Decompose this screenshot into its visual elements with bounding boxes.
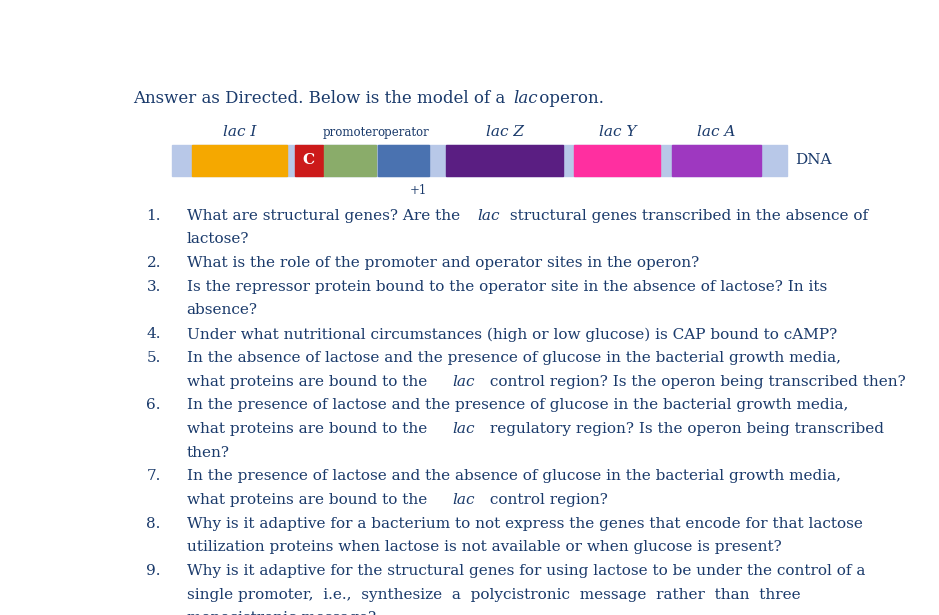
Bar [377,145,429,176]
Text: single promoter,  i.e.,  synthesize  a  polycistronic  message  rather  than  th: single promoter, i.e., synthesize a poly… [187,587,800,601]
Text: 8.: 8. [146,517,161,531]
Text: Why is it adaptive for a bacterium to not express the genes that encode for that: Why is it adaptive for a bacterium to no… [187,517,862,531]
Bar [575,145,660,176]
Text: C: C [302,153,315,167]
Text: control region? Is the operon being transcribed then?: control region? Is the operon being tran… [485,375,906,389]
Text: structural genes transcribed in the absence of: structural genes transcribed in the abse… [505,208,868,223]
Bar [324,145,377,176]
Text: Under what nutritional circumstances (high or low glucose) is CAP bound to cAMP?: Under what nutritional circumstances (hi… [187,327,837,341]
Text: lac Z: lac Z [485,125,524,139]
Text: monocistronic message?: monocistronic message? [187,611,376,615]
Bar [295,145,323,176]
Bar [672,145,761,176]
Text: lac: lac [452,375,474,389]
Text: 6.: 6. [146,398,161,412]
Text: lac: lac [477,208,500,223]
Text: 5.: 5. [146,351,161,365]
Text: regulatory region? Is the operon being transcribed: regulatory region? Is the operon being t… [485,422,884,436]
Text: lac I: lac I [223,125,256,139]
Text: lac: lac [514,90,538,108]
Text: Answer as Directed. Below is the model of a: Answer as Directed. Below is the model o… [133,90,511,108]
Text: 4.: 4. [146,327,161,341]
Text: operon.: operon. [534,90,604,108]
Text: Why is it adaptive for the structural genes for using lactose to be under the co: Why is it adaptive for the structural ge… [187,564,865,578]
Text: control region?: control region? [485,493,608,507]
Text: 3.: 3. [146,280,161,294]
Text: lac: lac [452,422,474,436]
Text: what proteins are bound to the: what proteins are bound to the [187,493,432,507]
Text: What are structural genes? Are the: What are structural genes? Are the [187,208,465,223]
Text: 7.: 7. [146,469,161,483]
Text: +1: +1 [409,184,426,197]
Text: In the absence of lactose and the presence of glucose in the bacterial growth me: In the absence of lactose and the presen… [187,351,840,365]
Text: what proteins are bound to the: what proteins are bound to the [187,422,432,436]
Text: operator: operator [377,126,429,139]
Text: DNA: DNA [795,153,832,167]
Bar [172,145,787,176]
Text: 2.: 2. [146,256,161,270]
Text: utilization proteins when lactose is not available or when glucose is present?: utilization proteins when lactose is not… [187,540,781,554]
Bar [446,145,562,176]
Text: In the presence of lactose and the presence of glucose in the bacterial growth m: In the presence of lactose and the prese… [187,398,848,412]
Text: In the presence of lactose and the absence of glucose in the bacterial growth me: In the presence of lactose and the absen… [187,469,840,483]
Text: lactose?: lactose? [187,232,249,247]
Text: 1.: 1. [146,208,161,223]
Text: absence?: absence? [187,303,257,317]
Text: lac: lac [452,493,474,507]
Text: what proteins are bound to the: what proteins are bound to the [187,375,432,389]
Text: promoter: promoter [322,126,378,139]
Text: lac A: lac A [697,125,735,139]
Text: then?: then? [187,445,229,459]
Text: Is the repressor protein bound to the operator site in the absence of lactose? I: Is the repressor protein bound to the op… [187,280,826,294]
Text: 9.: 9. [146,564,161,578]
Text: lac Y: lac Y [598,125,636,139]
Text: What is the role of the promoter and operator sites in the operon?: What is the role of the promoter and ope… [187,256,699,270]
Bar [192,145,287,176]
